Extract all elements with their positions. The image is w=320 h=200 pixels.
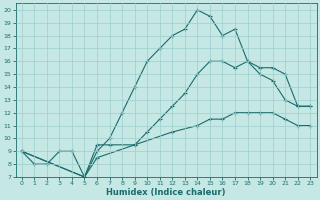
- X-axis label: Humidex (Indice chaleur): Humidex (Indice chaleur): [106, 188, 226, 197]
